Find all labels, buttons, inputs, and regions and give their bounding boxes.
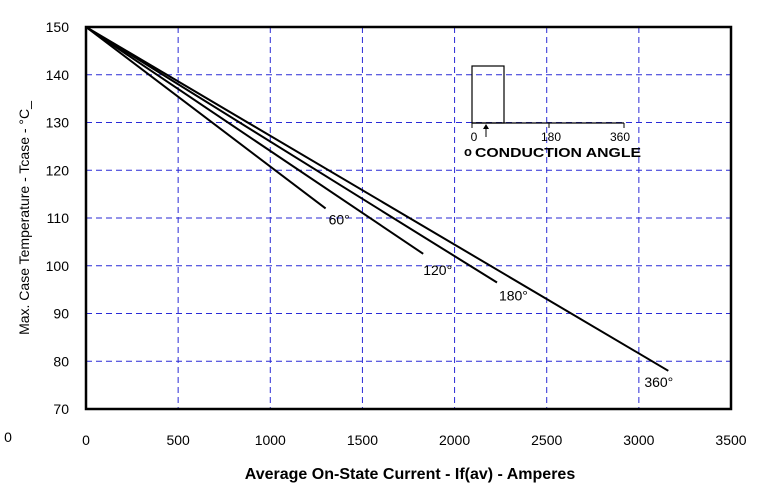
series-labels: 60° 120° 180° 360° xyxy=(329,211,674,389)
series-lines xyxy=(85,26,669,372)
series-line-0 xyxy=(85,26,327,210)
x-tick-labels: 0 500 1000 1500 2000 2500 3000 3500 xyxy=(82,432,747,448)
series-label-1: 120° xyxy=(423,262,452,278)
inset-marker: o xyxy=(464,144,472,159)
plot-frame xyxy=(84,25,733,411)
y-tick-label-7: 140 xyxy=(46,67,70,83)
y-tick-label-5: 120 xyxy=(46,162,70,178)
conduction-angle-inset: 0 180 360 o CONDUCTION ANGLE xyxy=(464,65,641,160)
series-label-3: 360° xyxy=(644,374,673,390)
x-tick-label-0: 0 xyxy=(82,432,90,448)
inset-tick-label-0: 0 xyxy=(471,130,478,144)
y-tick-label-2: 90 xyxy=(53,306,69,322)
inset-tick-label-360: 360 xyxy=(610,130,630,144)
y-tick-label-1: 80 xyxy=(53,353,69,369)
inset-tick-label-180: 180 xyxy=(541,130,561,144)
inset-caption: CONDUCTION ANGLE xyxy=(475,145,641,160)
y-tick-label-0: 70 xyxy=(53,401,69,417)
y-tick-label-3: 100 xyxy=(46,258,70,274)
series-line-3 xyxy=(85,26,669,372)
stray-tick-label: 0 xyxy=(4,429,12,445)
x-axis-title: Average On-State Current - If(av) - Ampe… xyxy=(245,466,576,483)
series-label-2: 180° xyxy=(499,287,528,303)
series-line-1 xyxy=(85,26,424,255)
y-tick-labels: 70 80 90 100 110 120 130 140 150 xyxy=(46,19,70,417)
x-tick-label-1: 500 xyxy=(166,432,190,448)
series-label-0: 60° xyxy=(329,211,350,227)
y-axis-title: Max. Case Temperature - Tcase - °C_ xyxy=(16,101,32,335)
y-tick-label-8: 150 xyxy=(46,19,70,35)
x-tick-label-5: 2500 xyxy=(531,432,562,448)
y-tick-label-6: 130 xyxy=(46,115,70,131)
series-line-2 xyxy=(85,26,498,284)
x-tick-label-4: 2000 xyxy=(439,432,470,448)
x-tick-label-6: 3000 xyxy=(623,432,654,448)
y-tick-label-4: 110 xyxy=(47,210,70,226)
x-tick-label-7: 3500 xyxy=(715,432,746,448)
x-tick-label-2: 1000 xyxy=(255,432,286,448)
inset-arrowhead xyxy=(483,124,489,129)
x-tick-label-3: 1500 xyxy=(347,432,378,448)
